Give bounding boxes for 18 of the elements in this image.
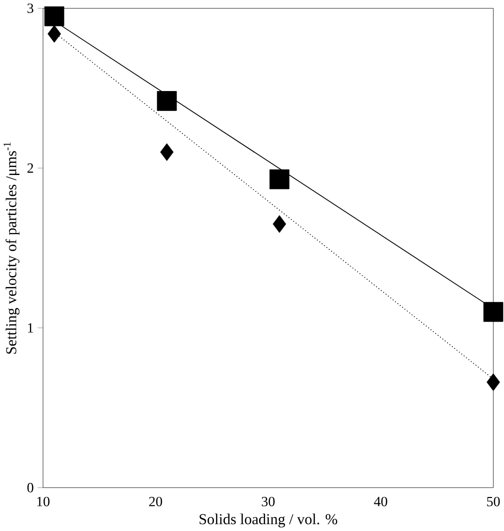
point xyxy=(272,215,286,233)
point xyxy=(270,169,290,190)
y-axis-title: Settling velocity of particles /μms$^{-1}$ xyxy=(4,142,20,354)
x-tick-label: 50 xyxy=(487,496,500,506)
y-tick-label: 0 xyxy=(27,482,34,492)
point xyxy=(48,25,62,43)
point xyxy=(44,6,64,26)
point xyxy=(156,91,177,111)
y-tick-label: 3 xyxy=(28,4,34,13)
point xyxy=(483,302,504,322)
y-tick-label: 2 xyxy=(27,163,34,173)
x-tick-label: 20 xyxy=(149,496,162,506)
y-tick-label: 1 xyxy=(28,323,34,332)
x-tick-label: 30 xyxy=(262,496,275,506)
x-tick-label: 10 xyxy=(37,496,50,506)
point xyxy=(160,143,174,161)
x-axis-title: Solids loading / vol. % xyxy=(200,514,338,528)
x-tick-label: 40 xyxy=(374,496,388,506)
